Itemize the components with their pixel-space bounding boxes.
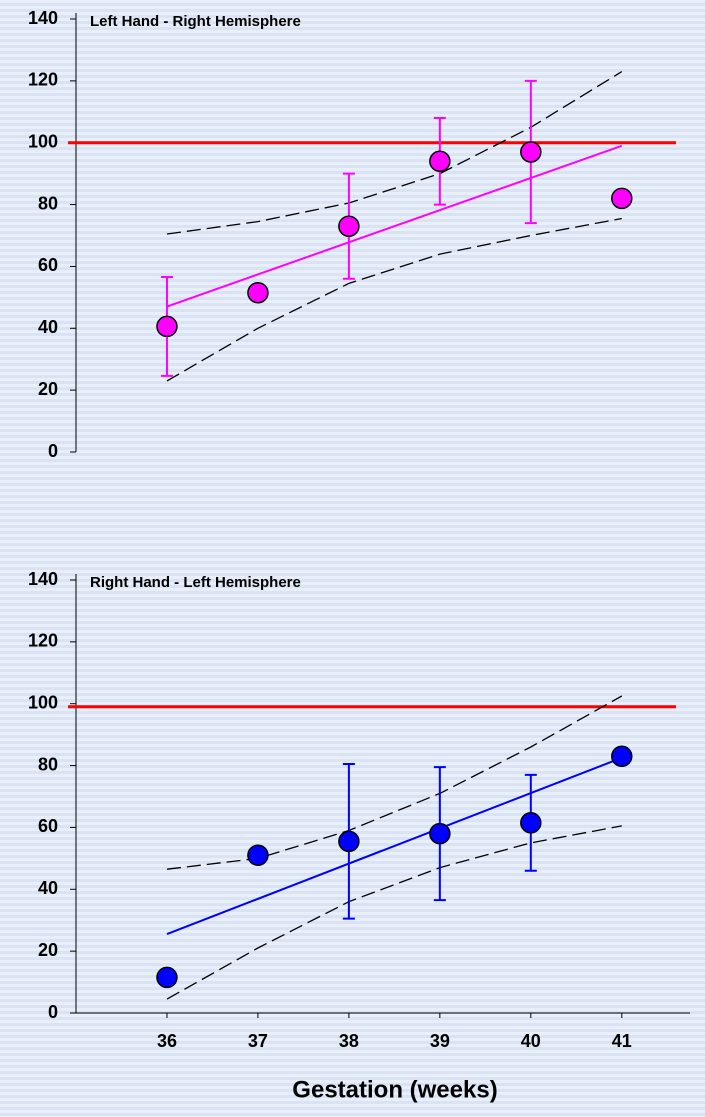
- panel-title: Right Hand - Left Hemisphere: [90, 574, 301, 591]
- data-point: [338, 830, 360, 853]
- x-tick-label: 39: [430, 1031, 450, 1051]
- y-tick-label: 120: [28, 631, 58, 651]
- y-tick-label: 140: [28, 569, 58, 589]
- data-point: [156, 966, 178, 989]
- y-tick-label: 40: [38, 878, 58, 898]
- x-tick-label: 38: [339, 1031, 359, 1051]
- y-tick-label: 80: [38, 193, 58, 213]
- y-tick-label: 20: [38, 940, 58, 960]
- x-tick-label: 36: [157, 1031, 177, 1051]
- panel-title: Left Hand - Right Hemisphere: [90, 13, 301, 30]
- data-point: [520, 141, 542, 163]
- data-point: [611, 745, 633, 768]
- confidence-band: [166, 695, 623, 870]
- y-tick-label: 0: [48, 1002, 58, 1022]
- y-tick-label: 120: [28, 70, 58, 90]
- x-tick-label: 40: [521, 1031, 541, 1051]
- data-point: [429, 150, 451, 173]
- y-tick-label: 60: [38, 816, 58, 836]
- data-point: [247, 844, 269, 867]
- data-point: [156, 315, 178, 338]
- y-tick-label: 100: [28, 692, 58, 712]
- data-point: [247, 281, 269, 304]
- x-tick-label: 37: [248, 1031, 268, 1051]
- y-tick-label: 20: [38, 379, 58, 399]
- y-tick-label: 0: [48, 441, 58, 461]
- y-tick-label: 80: [38, 754, 58, 774]
- confidence-band: [166, 825, 622, 1000]
- y-tick-label: 40: [38, 317, 58, 337]
- y-tick-label: 100: [28, 131, 58, 151]
- confidence-band: [166, 217, 622, 382]
- y-tick-label: 140: [28, 8, 58, 28]
- x-tick-label: 41: [612, 1031, 632, 1051]
- fit-line: [166, 144, 623, 308]
- x-axis-label: Gestation (weeks): [292, 1076, 497, 1103]
- data-point: [429, 822, 451, 845]
- data-point: [520, 812, 542, 834]
- y-tick-label: 60: [38, 255, 58, 275]
- confidence-band: [166, 71, 623, 235]
- data-point: [338, 215, 360, 237]
- data-point: [611, 187, 633, 210]
- fit-line: [166, 756, 623, 936]
